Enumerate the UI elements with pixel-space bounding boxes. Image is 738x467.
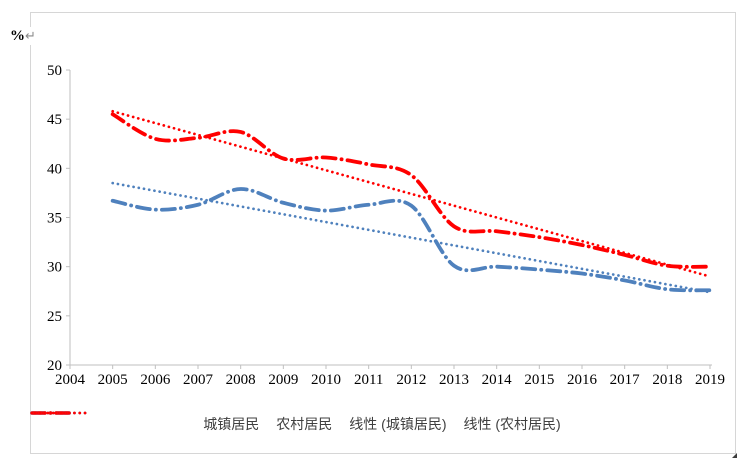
y-axis-unit-label: %↵ (8, 27, 38, 45)
y-axis-tick-label: 25 (47, 309, 62, 325)
chart-legend: 城镇居民 农村居民 线性 (城镇居民) 线性 (农村居民) (30, 409, 734, 439)
legend-label-rural-trend: 线性 (农村居民) (463, 416, 561, 432)
trendline-线性 (城镇居民) (111, 181, 712, 294)
resize-handle-icon (732, 453, 737, 458)
percent-sign: % (10, 28, 25, 44)
legend-label-rural: 农村居民 (276, 416, 333, 432)
legend-label-urban-trend: 线性 (城镇居民) (349, 416, 447, 432)
x-axis-tick-label: 2009 (268, 372, 298, 388)
x-axis-tick-label: 2019 (695, 372, 725, 388)
x-axis-tick-label: 2017 (610, 372, 641, 388)
y-axis-tick-label: 30 (47, 260, 62, 276)
x-axis-tick-label: 2012 (396, 372, 426, 388)
x-axis-tick-label: 2004 (55, 372, 86, 388)
legend-item-rural-trend: 线性 (农村居民) (30, 411, 561, 434)
y-axis-tick-label: 20 (47, 358, 62, 374)
paragraph-return-mark: ↵ (25, 28, 36, 43)
x-axis-tick-label: 2015 (524, 372, 554, 388)
legend-item-urban: 城镇居民 (30, 411, 260, 434)
x-axis-tick-label: 2014 (482, 372, 513, 388)
legend-item-rural: 农村居民 (30, 411, 333, 434)
series-line-城镇居民 (110, 187, 712, 293)
y-axis-tick-label: 35 (47, 211, 62, 227)
x-axis-tick-label: 2016 (567, 372, 598, 388)
legend-line-sample-rural-icon (30, 411, 76, 415)
x-axis-tick-label: 2005 (98, 372, 128, 388)
y-axis-tick-label: 40 (47, 161, 62, 177)
legend-item-urban-trend: 线性 (城镇居民) (30, 411, 447, 434)
x-axis-tick-label: 2013 (439, 372, 469, 388)
y-axis-tick-label: 45 (47, 112, 62, 128)
x-axis-tick-label: 2010 (311, 372, 341, 388)
y-axis-tick-label: 50 (47, 63, 62, 79)
x-axis-tick-label: 2006 (140, 372, 171, 388)
trendline-线性 (农村居民) (111, 109, 712, 278)
x-axis-tick-label: 2011 (354, 372, 383, 388)
x-axis-tick-label: 2007 (183, 372, 214, 388)
x-axis-tick-label: 2008 (226, 372, 256, 388)
legend-line-sample-rural-trend-icon (30, 411, 92, 415)
legend-label-urban: 城镇居民 (203, 416, 260, 432)
series-line-农村居民 (110, 112, 712, 269)
x-axis-tick-label: 2018 (652, 372, 682, 388)
